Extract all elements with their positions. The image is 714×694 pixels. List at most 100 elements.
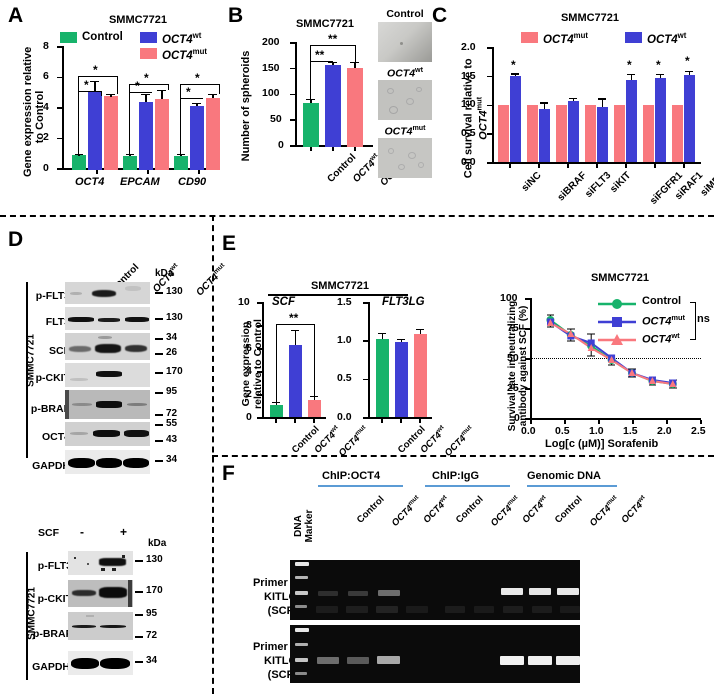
panel-b-ylabel: Number of spheroids [240, 50, 252, 162]
panel-letter-b: B [228, 4, 244, 27]
bar-oct4-mut [104, 96, 118, 170]
panel-e-curve-xtick-25: 2.5 [691, 425, 706, 437]
panel-b-plot: ** ** [295, 33, 375, 147]
blot-band-gapdh [65, 450, 150, 474]
blot-band-scf [65, 333, 150, 360]
panel-e-left-ytick-4: 4 [246, 365, 252, 377]
panel-c-sig-siraf1: * [656, 58, 661, 72]
sigbracket [78, 76, 117, 77]
bar-scf-oct4mut [308, 400, 321, 417]
panel-e-curve-xtick-00: 0.0 [521, 425, 536, 437]
panel-c-ytick-10: 1.0 [461, 98, 476, 110]
err [275, 402, 278, 405]
mw-pflt3: 130 [166, 286, 183, 297]
xtick [400, 419, 402, 423]
sigbracket [276, 324, 277, 402]
bar-simet-wt [684, 74, 695, 162]
panel-e-curve-reference-line [531, 358, 701, 359]
mw2-pbraf-72: 72 [146, 630, 158, 641]
bar-flt3lg-oct4wt [395, 342, 408, 417]
ytick [487, 162, 492, 164]
err [544, 102, 546, 110]
panel-a-xlabel-oct4: OCT4 [75, 176, 105, 188]
bar-sinc-mut [498, 104, 509, 162]
micrograph-control [378, 22, 432, 62]
divider-middle [212, 455, 714, 457]
panel-c-ytick-05: 0.5 [461, 127, 476, 139]
panel-f-marker-label: DNA Marker [293, 509, 315, 543]
bar-siraf1-mut [643, 104, 654, 162]
panel-a-ytick-0: 0 [43, 162, 49, 174]
mw-oct4-43: 43 [166, 434, 178, 445]
panel-e-ylabel: Gene expression relative to Control [240, 319, 264, 409]
mw-scf-26: 26 [166, 347, 178, 358]
xtick [530, 420, 532, 424]
ytick [257, 371, 262, 373]
panel-c-sig-simet: * [685, 54, 690, 68]
panel-c-xlabel-sikit: siKIT [608, 170, 634, 196]
panel-e-curve-xlabel: Log[c (µM)] Sorafenib [545, 438, 659, 450]
xtick [666, 420, 668, 424]
xtick [683, 164, 685, 168]
divider-top [0, 215, 714, 217]
ytick [525, 328, 530, 330]
panel-e-title: SMMC7721 [310, 280, 370, 292]
blot-row-label-gapdh: GAPDH [32, 460, 70, 472]
panel-f-gel-2b [440, 625, 580, 683]
panel-d-bottom-side-bracket [26, 552, 28, 680]
blot-row-label-scf: SCF [49, 345, 70, 357]
ytick [525, 388, 530, 390]
panel-b-ytick-150: 150 [262, 62, 280, 74]
panel-e-left-ytick-10: 10 [238, 296, 250, 308]
panel-letter-f: F [222, 462, 235, 485]
panel-f-header-genomic-dna: Genomic DNA [527, 470, 601, 482]
bar-flt3lg-oct4mut [414, 334, 427, 417]
mw-gapdh: 34 [166, 454, 178, 465]
errcap [416, 329, 424, 331]
mw-flt3: 130 [166, 312, 183, 323]
errcap [106, 94, 115, 96]
bar-siflt3-mut [556, 104, 567, 162]
panel-c-sig-sinc: * [511, 58, 516, 72]
micrograph-label-control: Control [386, 8, 424, 20]
curve-legend-marker-control [598, 299, 636, 309]
panel-c-ytick-20: 2.0 [461, 41, 476, 53]
ytick [363, 302, 368, 304]
err [94, 81, 96, 91]
panel-letter-e: E [222, 232, 237, 255]
panel-f-header-chip-igg: ChIP:IgG [432, 470, 480, 482]
micrograph-oct4wt [378, 80, 432, 120]
mw-dash [155, 318, 163, 320]
bar-sibraf-wt [539, 109, 550, 162]
micrograph-label-oct4mut: OCT4mut [384, 124, 426, 138]
err [631, 74, 633, 80]
ytick [257, 302, 262, 304]
panel-a-plot: * * * * * * [62, 46, 220, 170]
ytick [257, 348, 262, 350]
panel-c-sig-sifgfr1: * [627, 58, 632, 72]
panel-a-sig-2: * [84, 78, 89, 92]
panel-e-right-ytick-10: 1.0 [337, 334, 352, 346]
xtick [700, 420, 702, 424]
bar-sikit-wt [597, 107, 608, 162]
panel-f-lane-3-oct4mut: OCT4mut [587, 494, 619, 529]
panel-f-header-line-2 [425, 485, 510, 487]
blot-row-label-flt3: FLT3 [45, 316, 70, 328]
panel-e-right-ytick-00: 0.0 [337, 411, 352, 423]
xtick [654, 164, 656, 168]
sigbracket [101, 91, 102, 96]
panel-e-curve-ytick-50: 50 [507, 352, 519, 364]
bar-cd90-wt [190, 106, 204, 170]
mw-pckit: 170 [166, 366, 183, 377]
panel-f-gel-1 [290, 560, 440, 620]
errcap [141, 94, 150, 96]
panel-letter-c: C [432, 4, 448, 27]
err [310, 99, 312, 103]
errcap [350, 62, 359, 64]
divider-vertical [212, 215, 214, 694]
panel-e-curve-ytick-25: 25 [507, 382, 519, 394]
mw2-gapdh: 34 [146, 655, 158, 666]
bar-oct4-wt [88, 91, 102, 170]
blot2-band-gapdh [68, 651, 133, 675]
panel-a-xaxis [62, 168, 214, 170]
